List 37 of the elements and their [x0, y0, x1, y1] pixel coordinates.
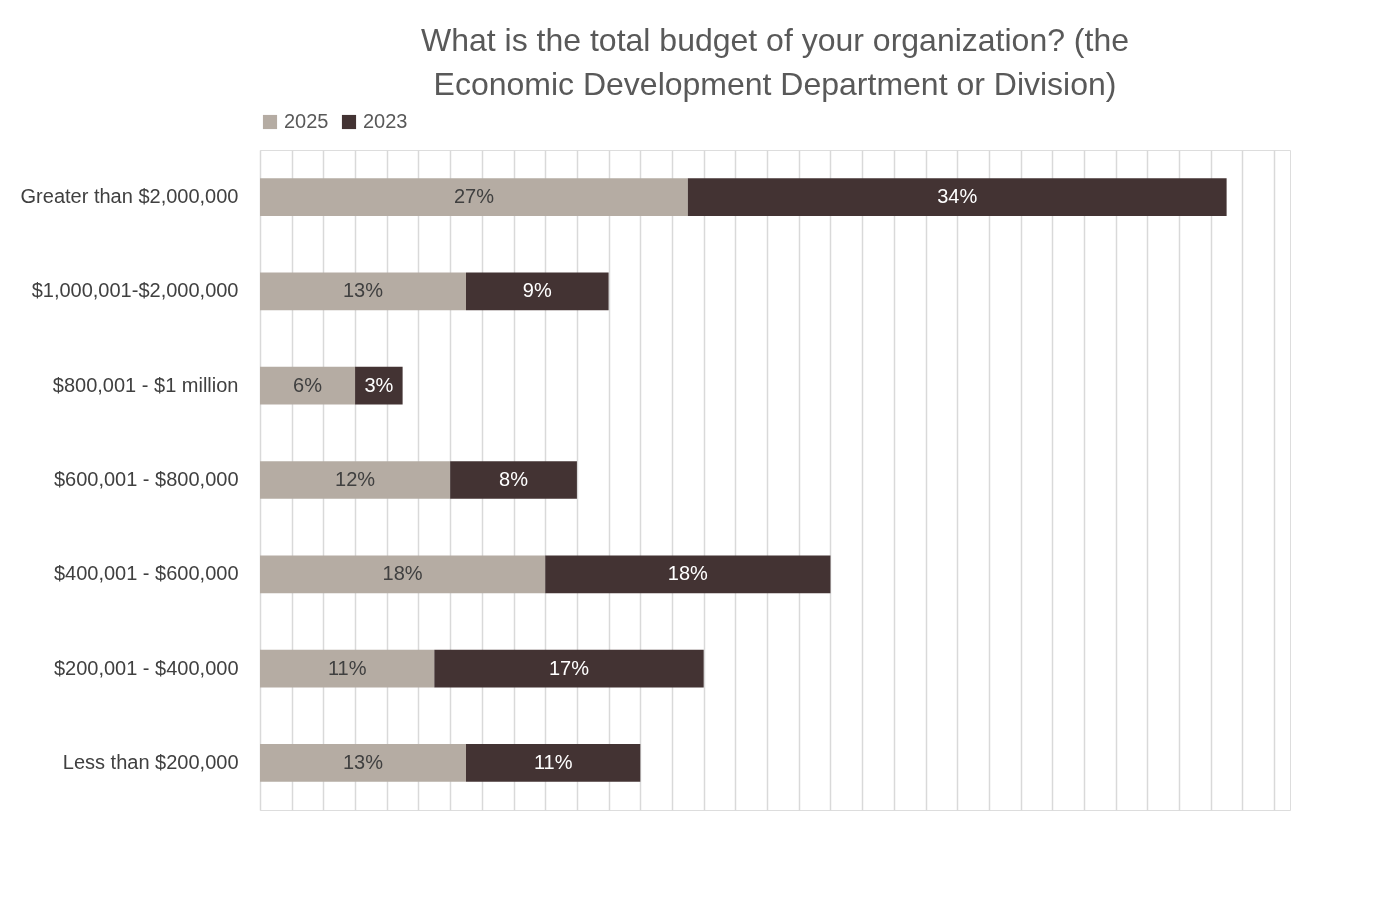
data-label: 6% [293, 373, 323, 396]
bar [687, 178, 1227, 216]
data-label: 11% [533, 750, 573, 773]
y-tick-label: Greater than $2,000,000 [20, 185, 239, 208]
bar [260, 744, 466, 782]
data-label: 34% [937, 185, 978, 208]
data-label: 12% [335, 468, 376, 490]
data-label: 27% [453, 185, 495, 208]
data-label: 18% [667, 562, 709, 585]
y-tick-label: $400,001 - $600,000 [53, 562, 239, 585]
y-tick-label: Less than $200,000 [62, 750, 239, 773]
data-label: 18% [382, 562, 423, 585]
bar [260, 649, 435, 688]
data-label: 8% [499, 468, 529, 490]
data-label: 13% [342, 750, 384, 773]
data-label: 13% [342, 279, 384, 302]
y-tick-label: $200,001 - $400,000 [53, 656, 239, 679]
legend-label: 2025 [284, 110, 329, 132]
y-tick-label: $1,000,001-$2,000,000 [31, 279, 239, 302]
bar [260, 272, 466, 311]
chart-title: What is the total budget of your organization? (the Economic Development Department or Division) [421, 22, 1129, 102]
bar [466, 744, 641, 782]
bar [260, 178, 688, 216]
data-label: 11% [327, 656, 367, 679]
y-tick-label: $800,001 - $1 million [52, 373, 239, 396]
bar [434, 649, 704, 688]
y-tick-label: $600,001 - $800,000 [53, 468, 239, 490]
bar [260, 461, 451, 499]
bar [260, 366, 356, 405]
legend-label: 2023 [363, 110, 408, 132]
data-label: 3% [364, 373, 394, 396]
bar [260, 555, 546, 594]
bar [466, 272, 609, 311]
data-label: 9% [522, 279, 552, 302]
data-label: 17% [548, 656, 590, 679]
bar [450, 461, 577, 499]
bar [545, 555, 831, 594]
